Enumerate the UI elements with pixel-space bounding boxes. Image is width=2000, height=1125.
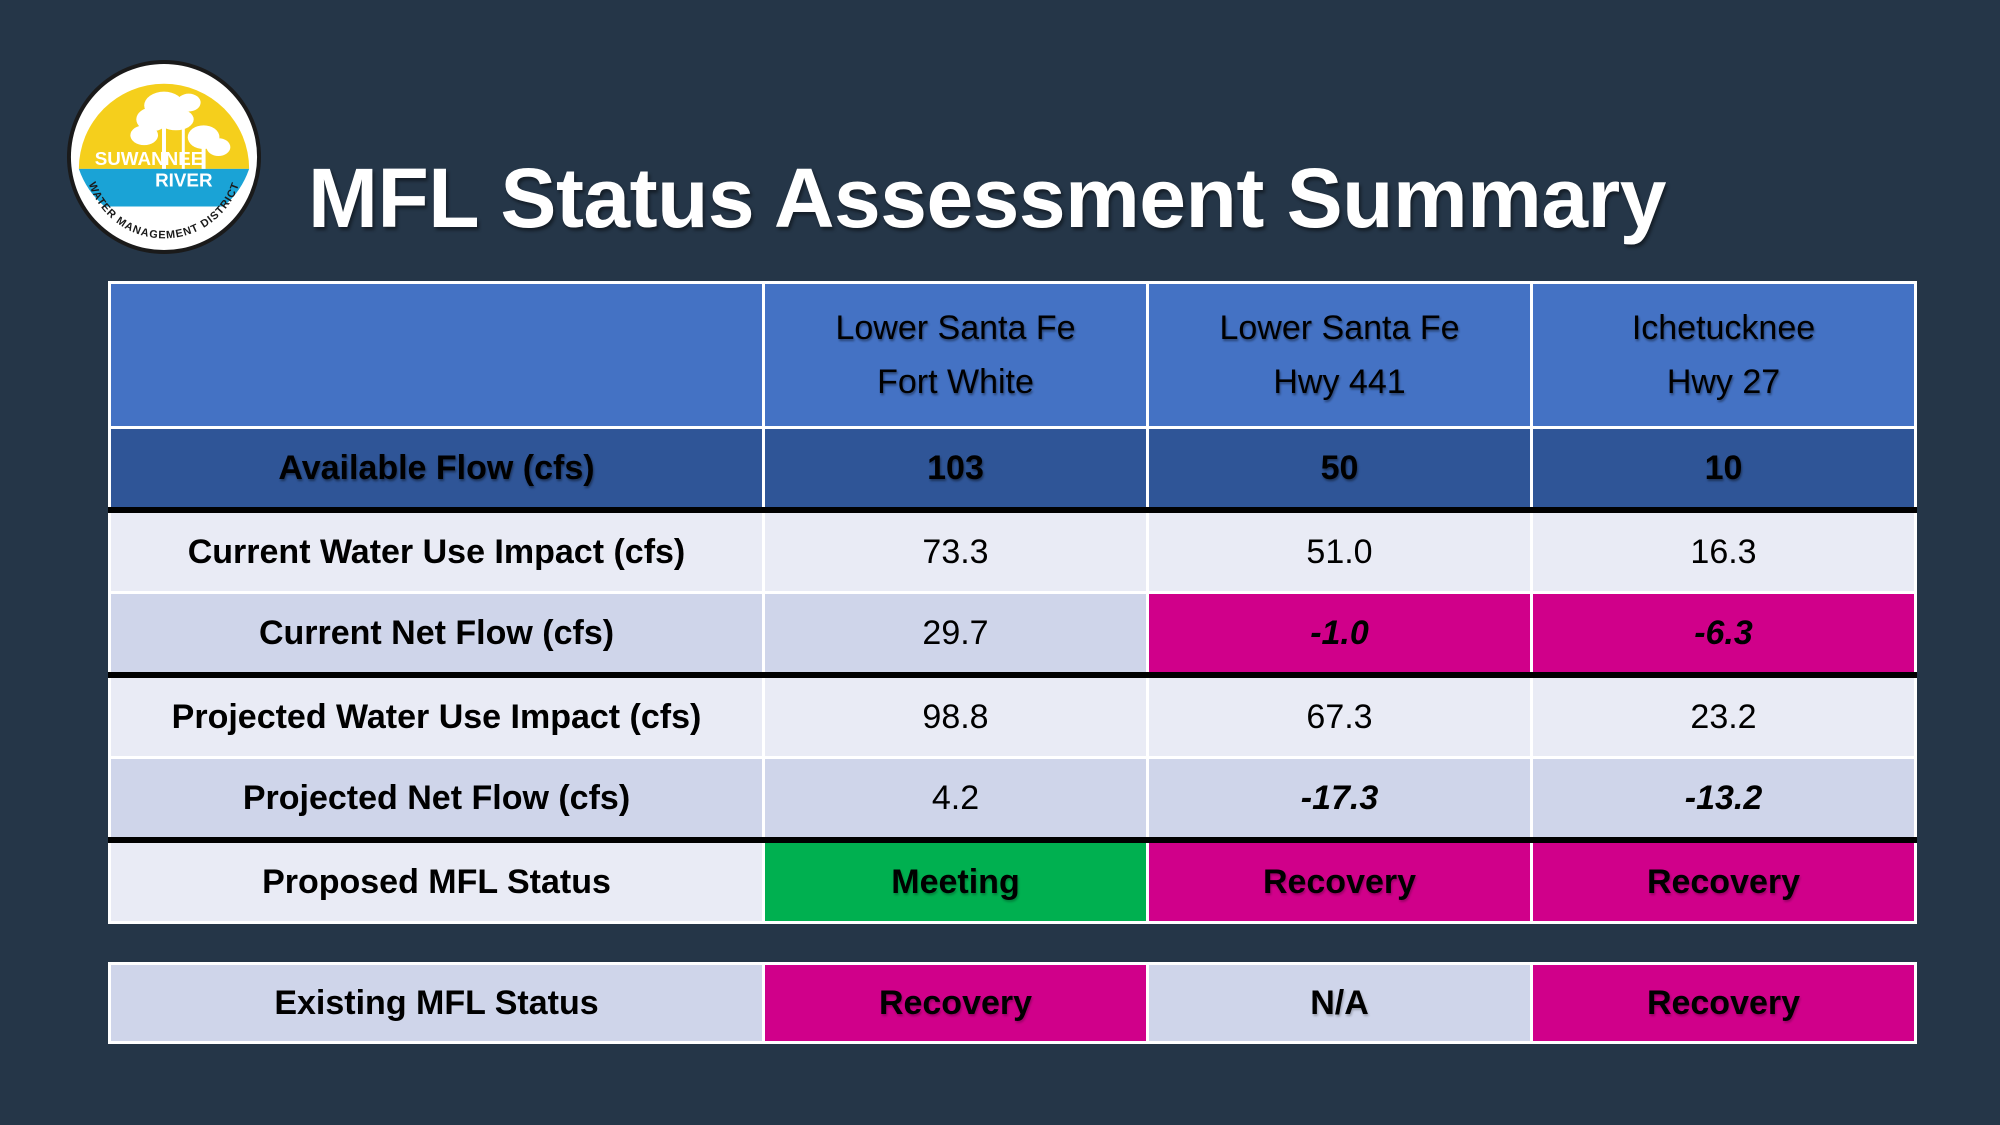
column-header-line2: Hwy 27 — [1666, 363, 1781, 401]
cell-value-deficit: -1.0 — [1146, 591, 1533, 678]
status-badge-recovery: Recovery — [1146, 838, 1533, 924]
cell-value-deficit: -6.3 — [1530, 591, 1917, 678]
status-badge-meeting: Meeting — [762, 838, 1149, 924]
cell-value: 4.2 — [762, 756, 1149, 843]
header-empty-cell — [108, 281, 765, 429]
row-existing-mfl-status: Existing MFL Status Recovery N/A Recover… — [108, 962, 1917, 1044]
cell-value: 73.3 — [762, 508, 1149, 594]
row-label: Available Flow (cfs) — [108, 426, 765, 513]
status-badge-na: N/A — [1146, 962, 1533, 1044]
logo-text-river: RIVER — [155, 170, 213, 191]
cell-value: 29.7 — [762, 591, 1149, 678]
row-current-water-use-impact: Current Water Use Impact (cfs) 73.3 51.0… — [108, 508, 1917, 594]
cell-value: 98.8 — [762, 673, 1149, 759]
row-label: Existing MFL Status — [108, 962, 765, 1044]
row-label: Projected Water Use Impact (cfs) — [108, 673, 765, 759]
row-projected-net-flow: Projected Net Flow (cfs) 4.2 -17.3 -13.2 — [108, 756, 1917, 843]
row-label: Current Water Use Impact (cfs) — [108, 508, 765, 594]
row-label: Proposed MFL Status — [108, 838, 765, 924]
column-header-lower-santa-fe-hwy-441: Lower Santa Fe Hwy 441 — [1146, 281, 1533, 429]
status-badge-recovery: Recovery — [762, 962, 1149, 1044]
row-label: Projected Net Flow (cfs) — [108, 756, 765, 843]
cell-value-deficit: -17.3 — [1146, 756, 1533, 843]
header-row: Lower Santa Fe Fort White Lower Santa Fe… — [108, 281, 1917, 429]
mfl-summary-table: Lower Santa Fe Fort White Lower Santa Fe… — [108, 281, 1917, 924]
cell-value-deficit: -13.2 — [1530, 756, 1917, 843]
row-proposed-mfl-status: Proposed MFL Status Meeting Recovery Rec… — [108, 838, 1917, 924]
row-current-net-flow: Current Net Flow (cfs) 29.7 -1.0 -6.3 — [108, 591, 1917, 678]
status-badge-recovery: Recovery — [1530, 962, 1917, 1044]
cell-value: 50 — [1146, 426, 1533, 513]
column-header-line1: Ichetucknee — [1631, 309, 1816, 347]
column-header-line2: Fort White — [877, 363, 1034, 401]
cell-value: 51.0 — [1146, 508, 1533, 594]
row-label: Current Net Flow (cfs) — [108, 591, 765, 678]
cell-value: 23.2 — [1530, 673, 1917, 759]
column-header-lower-santa-fe-fort-white: Lower Santa Fe Fort White — [762, 281, 1149, 429]
column-header-line1: Lower Santa Fe — [1219, 309, 1460, 347]
cell-value: 16.3 — [1530, 508, 1917, 594]
existing-mfl-status-table: Existing MFL Status Recovery N/A Recover… — [108, 962, 1917, 1044]
suwannee-river-logo: SUWANNEE RIVER WATER MANAGEMENT DISTRICT — [66, 59, 262, 255]
row-available-flow: Available Flow (cfs) 103 50 10 — [108, 426, 1917, 513]
cell-value: 10 — [1530, 426, 1917, 513]
cell-value: 103 — [762, 426, 1149, 513]
column-header-line2: Hwy 441 — [1273, 363, 1406, 401]
page-title: MFL Status Assessment Summary — [308, 151, 1666, 245]
status-badge-recovery: Recovery — [1530, 838, 1917, 924]
row-projected-water-use-impact: Projected Water Use Impact (cfs) 98.8 67… — [108, 673, 1917, 759]
column-header-ichetucknee-hwy-27: Ichetucknee Hwy 27 — [1530, 281, 1917, 429]
column-header-line1: Lower Santa Fe — [835, 309, 1076, 347]
cell-value: 67.3 — [1146, 673, 1533, 759]
logo-text-suwannee: SUWANNEE — [95, 148, 204, 169]
